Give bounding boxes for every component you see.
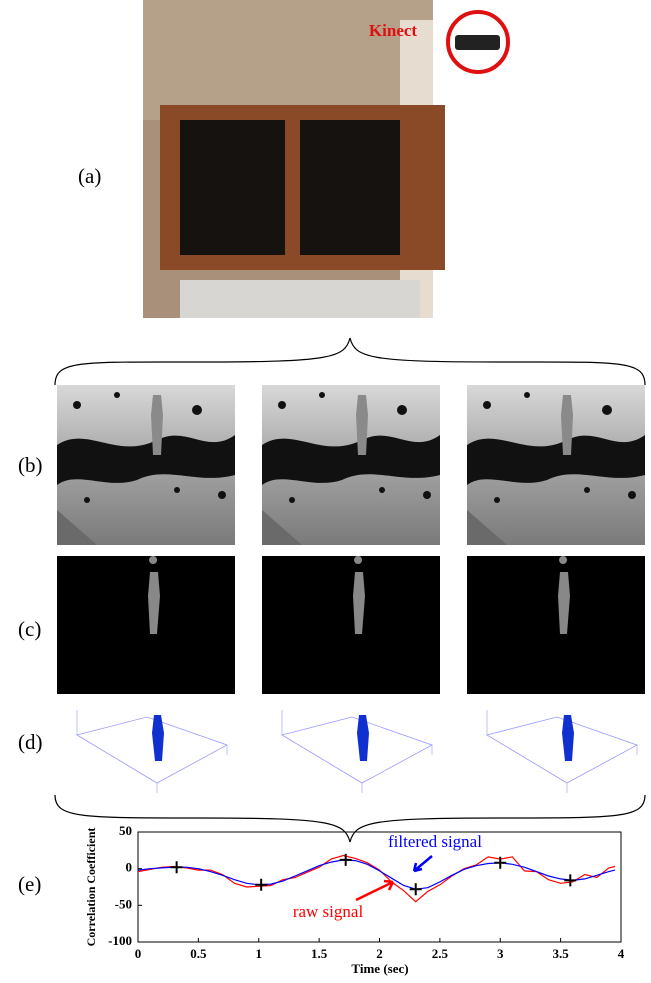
line xyxy=(138,856,615,902)
panel-label: (a) xyxy=(78,164,101,188)
peak-marker xyxy=(564,874,576,886)
x-tick-label: 3 xyxy=(497,946,504,961)
panel-label: (b) xyxy=(18,453,43,477)
silhouette-images xyxy=(57,556,645,694)
x-tick-label: 3.5 xyxy=(553,946,570,961)
x-tick-label: 0 xyxy=(135,946,142,961)
x-tick-label: 1.5 xyxy=(311,946,328,961)
y-tick-label: 0 xyxy=(126,860,133,875)
x-tick-label: 2.5 xyxy=(432,946,449,961)
arrow xyxy=(356,881,393,900)
chart: Time (sec) Correlation Coefficient 0 0.5 1… xyxy=(84,823,625,976)
x-axis-label: Time (sec) xyxy=(351,961,408,976)
series-annotation: raw signal xyxy=(293,902,364,921)
series-annotation: filtered signal xyxy=(388,832,482,851)
page: {"labels": ["(a)", "(b)", "(c)", "(d)", … xyxy=(0,0,651,983)
x-tick-label: 1 xyxy=(256,946,263,961)
x-tick-label: 4 xyxy=(618,946,625,961)
plot-frame xyxy=(138,832,621,942)
brace xyxy=(55,338,645,385)
line xyxy=(138,860,615,889)
y-tick-label: 50 xyxy=(119,823,132,838)
point-clouds xyxy=(77,710,637,793)
panel-label: (e) xyxy=(18,872,41,896)
y-tick-label: -100 xyxy=(108,933,132,948)
figure: Kinect (a) (b) (c) (d) (e) Time (sec) Co… xyxy=(0,0,651,983)
depth-images xyxy=(57,385,645,545)
peak-marker xyxy=(255,879,267,891)
peak-marker xyxy=(410,883,422,895)
x-tick-label: 0.5 xyxy=(190,946,207,961)
x-tick-label: 2 xyxy=(376,946,383,961)
arrow xyxy=(414,856,432,871)
panel-label: (c) xyxy=(18,617,41,641)
panel-label: (d) xyxy=(18,730,43,754)
peak-marker xyxy=(171,861,183,873)
y-tick-label: -50 xyxy=(115,896,132,911)
brace xyxy=(55,795,645,842)
photo: Kinect xyxy=(143,0,508,318)
photo-annotation: Kinect xyxy=(369,21,417,40)
y-axis-label: Correlation Coefficient xyxy=(84,828,98,947)
